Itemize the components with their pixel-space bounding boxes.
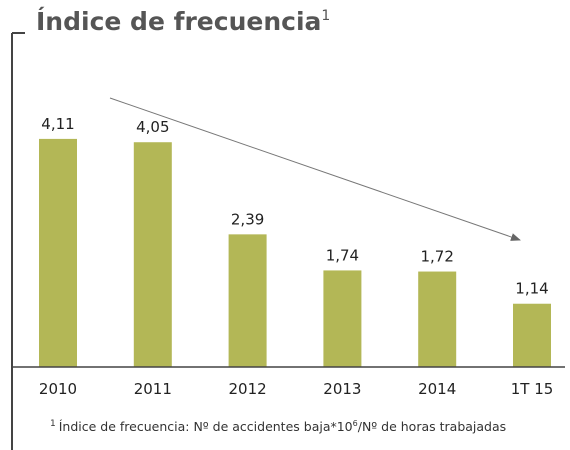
value-label: 2,39 bbox=[231, 210, 264, 228]
footnote: 1 Índice de frecuencia: Nº de accidentes … bbox=[50, 419, 506, 434]
x-tick-label: 2013 bbox=[323, 380, 361, 398]
value-label: 1,74 bbox=[326, 246, 359, 264]
bar bbox=[133, 142, 172, 367]
trend-arrow bbox=[109, 97, 521, 241]
bar bbox=[39, 138, 77, 367]
bar bbox=[513, 303, 551, 367]
x-tick-label: 2012 bbox=[229, 380, 267, 398]
footnote-superscript: 6 bbox=[353, 419, 358, 428]
value-label: 4,05 bbox=[136, 118, 169, 136]
value-label: 1,72 bbox=[420, 248, 453, 266]
footnote-text: Índice de frecuencia: Nº de accidentes b… bbox=[59, 419, 353, 434]
value-label: 4,11 bbox=[41, 115, 74, 133]
bar bbox=[228, 234, 267, 367]
footnote-marker: 1 bbox=[50, 419, 56, 429]
bar bbox=[418, 271, 457, 367]
footnote-text-end: /Nº de horas trabajadas bbox=[358, 419, 506, 434]
x-tick-label: 1T 15 bbox=[511, 380, 554, 398]
chart-title-group: Índice de frecuencia1 bbox=[36, 7, 330, 36]
value-label: 1,14 bbox=[515, 280, 548, 298]
bar bbox=[323, 270, 362, 367]
x-tick-label: 2014 bbox=[418, 380, 456, 398]
x-tick-label: 2010 bbox=[39, 380, 77, 398]
title-superscript: 1 bbox=[321, 8, 330, 24]
x-tick-label: 2011 bbox=[134, 380, 172, 398]
chart-title: Índice de frecuencia bbox=[36, 7, 321, 36]
